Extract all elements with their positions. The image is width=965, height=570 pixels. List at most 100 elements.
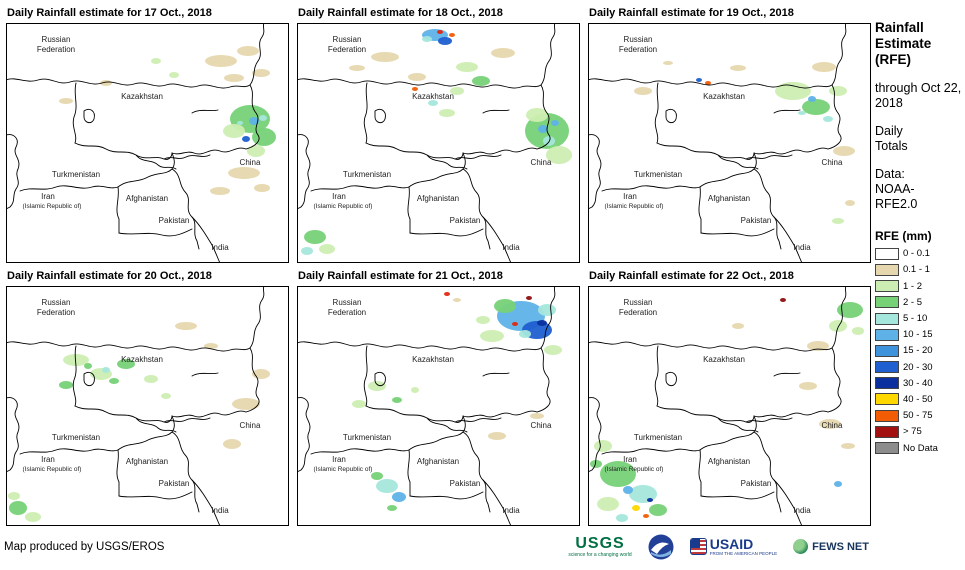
country-border <box>454 154 502 160</box>
legend-label: 2 - 5 <box>903 296 923 308</box>
country-border <box>363 345 368 407</box>
usgs-logo: USGS science for a changing world <box>568 534 632 558</box>
country-label: Federation <box>619 45 657 54</box>
rain-patch <box>242 136 250 142</box>
map-background <box>6 23 289 263</box>
legend-swatch <box>875 280 899 293</box>
country-label: India <box>502 506 520 515</box>
country-border <box>407 186 411 234</box>
rain-patch <box>304 230 326 244</box>
rain-patch <box>643 514 649 518</box>
sidebar-daily-totals: Daily Totals <box>875 123 908 153</box>
legend-item: > 75 <box>875 425 963 438</box>
country-border <box>118 228 193 237</box>
country-border <box>753 147 829 155</box>
rain-patch <box>802 99 830 115</box>
rain-patch <box>808 96 816 102</box>
rain-patch <box>449 33 455 37</box>
rain-patch <box>823 116 833 122</box>
rain-patch <box>109 378 119 384</box>
country-border <box>773 479 803 526</box>
rain-patch <box>832 218 844 224</box>
rain-patch <box>732 323 744 329</box>
country-label: Pakistan <box>450 479 481 488</box>
rain-patch <box>376 479 398 493</box>
country-border <box>245 347 260 413</box>
rain-patch <box>102 367 110 373</box>
country-label: Federation <box>328 45 366 54</box>
legend-item: 0 - 0.1 <box>875 247 963 260</box>
country-label: Afghanistan <box>126 194 168 203</box>
rain-patch <box>422 36 432 42</box>
country-border <box>753 410 829 418</box>
country-border <box>699 152 757 188</box>
sidebar-data-source: Data: NOAA-RFE2.0 <box>875 166 918 211</box>
rain-patch <box>480 330 504 342</box>
country-border <box>654 345 659 407</box>
rain-patch <box>59 381 73 389</box>
country-border <box>117 415 175 451</box>
rain-patch <box>649 504 667 516</box>
country-border <box>745 154 793 160</box>
usaid-logo: USAID FROM THE AMERICAN PEOPLE <box>689 537 777 556</box>
country-border <box>717 154 759 170</box>
rain-patch <box>538 125 548 133</box>
rain-patch <box>456 62 478 72</box>
legend-label: 5 - 10 <box>903 313 928 325</box>
country-border <box>408 152 466 188</box>
country-label: Federation <box>328 308 366 317</box>
rain-patch <box>632 505 640 511</box>
country-border <box>72 345 77 407</box>
country-label: Kazakhstan <box>703 92 745 101</box>
country-border <box>831 23 847 86</box>
sidebar-through-date: through Oct 22, 2018 <box>875 80 962 110</box>
country-label: Russian <box>333 35 362 44</box>
country-border <box>601 185 701 192</box>
legend-label: 10 - 15 <box>903 329 933 341</box>
country-label: China <box>822 158 843 167</box>
panel-title: Daily Rainfall estimate for 19 Oct., 201… <box>589 7 794 19</box>
country-border <box>773 216 803 263</box>
country-border <box>831 286 847 349</box>
footer: Map produced by USGS/EROS USGS science f… <box>0 526 873 562</box>
country-border <box>773 372 801 377</box>
rain-patch <box>594 440 612 452</box>
legend-swatch <box>875 361 899 374</box>
map-frame <box>588 23 871 263</box>
rain-patch <box>259 115 267 121</box>
rain-patch <box>519 330 531 338</box>
country-border <box>536 84 551 150</box>
rain-patch <box>84 363 92 369</box>
country-border <box>249 23 265 86</box>
rain-patch <box>538 304 556 316</box>
rain-patch <box>494 299 516 313</box>
rain-patch <box>544 345 562 355</box>
country-label: Iran <box>332 192 346 201</box>
country-label: Afghanistan <box>708 194 750 203</box>
rain-patch <box>252 128 276 146</box>
legend-item: 2 - 5 <box>875 296 963 309</box>
country-border <box>6 134 20 210</box>
country-border <box>116 449 120 497</box>
rain-patch <box>63 354 89 366</box>
rain-patch <box>223 439 241 449</box>
country-label: Kazakhstan <box>703 355 745 364</box>
country-label: Pakistan <box>159 216 190 225</box>
rain-patch <box>371 52 399 62</box>
country-border <box>462 431 491 513</box>
rain-patch <box>705 81 711 85</box>
rain-patch <box>600 461 636 487</box>
country-border <box>6 78 251 89</box>
country-label: China <box>822 421 843 430</box>
rain-patch <box>392 492 406 502</box>
country-border <box>588 134 602 210</box>
map-panel-20oct: Daily Rainfall estimate for 20 Oct., 201… <box>6 263 289 526</box>
country-label: Turkmenistan <box>52 170 100 179</box>
legend-label: > 75 <box>903 426 922 438</box>
country-border <box>19 448 119 455</box>
globe-icon <box>793 539 809 554</box>
country-border <box>699 415 757 451</box>
panel-title: Daily Rainfall estimate for 21 Oct., 201… <box>298 270 503 282</box>
rain-patch <box>696 78 702 82</box>
